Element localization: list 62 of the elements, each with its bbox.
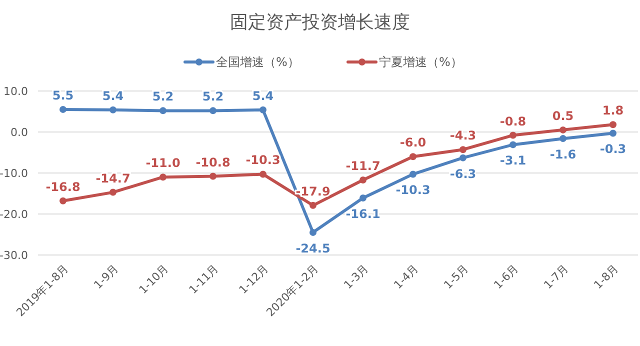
data-label: 5.2	[152, 90, 174, 104]
data-label: -14.7	[96, 171, 130, 186]
data-label: -11.0	[146, 156, 180, 170]
point	[560, 126, 566, 134]
point	[110, 188, 116, 196]
point	[410, 170, 416, 178]
x-tick-label: 1-3月	[341, 262, 372, 292]
point	[460, 146, 466, 154]
y-tick-label: 10.0	[4, 85, 28, 98]
x-tick-label: 1-8月	[591, 262, 622, 292]
data-label: -10.3	[396, 183, 430, 198]
data-label: -11.7	[346, 158, 380, 173]
point	[60, 106, 66, 113]
point	[610, 130, 616, 137]
point	[310, 228, 316, 236]
data-label: -6.0	[400, 136, 426, 150]
data-label: -0.3	[600, 142, 626, 156]
point	[260, 170, 266, 178]
y-tick-label: -20.0	[0, 208, 28, 221]
point	[160, 174, 166, 181]
chart-title: 固定资产投资增长速度	[230, 12, 410, 33]
point	[60, 197, 66, 204]
point	[210, 172, 216, 180]
x-tick-label: 1-6月	[491, 262, 522, 292]
point	[360, 176, 366, 184]
data-label: 5.4	[252, 88, 274, 103]
point	[360, 194, 366, 202]
data-label: -1.6	[550, 148, 576, 162]
point	[510, 141, 516, 148]
x-tick-label: 1-4月	[391, 262, 422, 292]
y-tick-label: -10.0	[0, 167, 28, 180]
point	[460, 154, 466, 162]
point	[510, 132, 516, 139]
data-label: -6.3	[450, 166, 476, 181]
data-label: -24.5	[296, 241, 330, 256]
point	[560, 135, 566, 142]
data-label: 5.5	[52, 88, 74, 102]
data-label: 1.8	[602, 104, 624, 118]
legend-label: 宁夏增速（%）	[379, 55, 462, 69]
point	[160, 107, 166, 114]
data-label: -16.8	[46, 180, 80, 194]
point	[110, 106, 116, 114]
point	[610, 121, 616, 128]
data-label: -0.8	[500, 114, 526, 128]
x-tick-label: 1-5月	[441, 262, 472, 292]
point	[310, 202, 316, 209]
data-label: -10.8	[196, 155, 230, 170]
legend-label: 全国增速（%）	[216, 55, 300, 69]
data-label: 5.4	[102, 88, 124, 103]
data-label: -3.1	[500, 154, 526, 168]
x-tick-label: 1-9月	[91, 262, 122, 292]
data-label: -16.1	[346, 207, 380, 222]
data-label: 0.5	[552, 108, 574, 123]
point	[210, 107, 216, 114]
data-label: -10.3	[246, 153, 280, 168]
point	[410, 153, 416, 160]
data-label: -4.3	[450, 128, 476, 143]
x-tick-label: 1-7月	[541, 262, 572, 292]
data-label: 5.2	[202, 90, 224, 104]
y-tick-label: 0.0	[10, 126, 28, 139]
y-tick-label: -30.0	[0, 249, 28, 262]
point	[260, 106, 266, 114]
